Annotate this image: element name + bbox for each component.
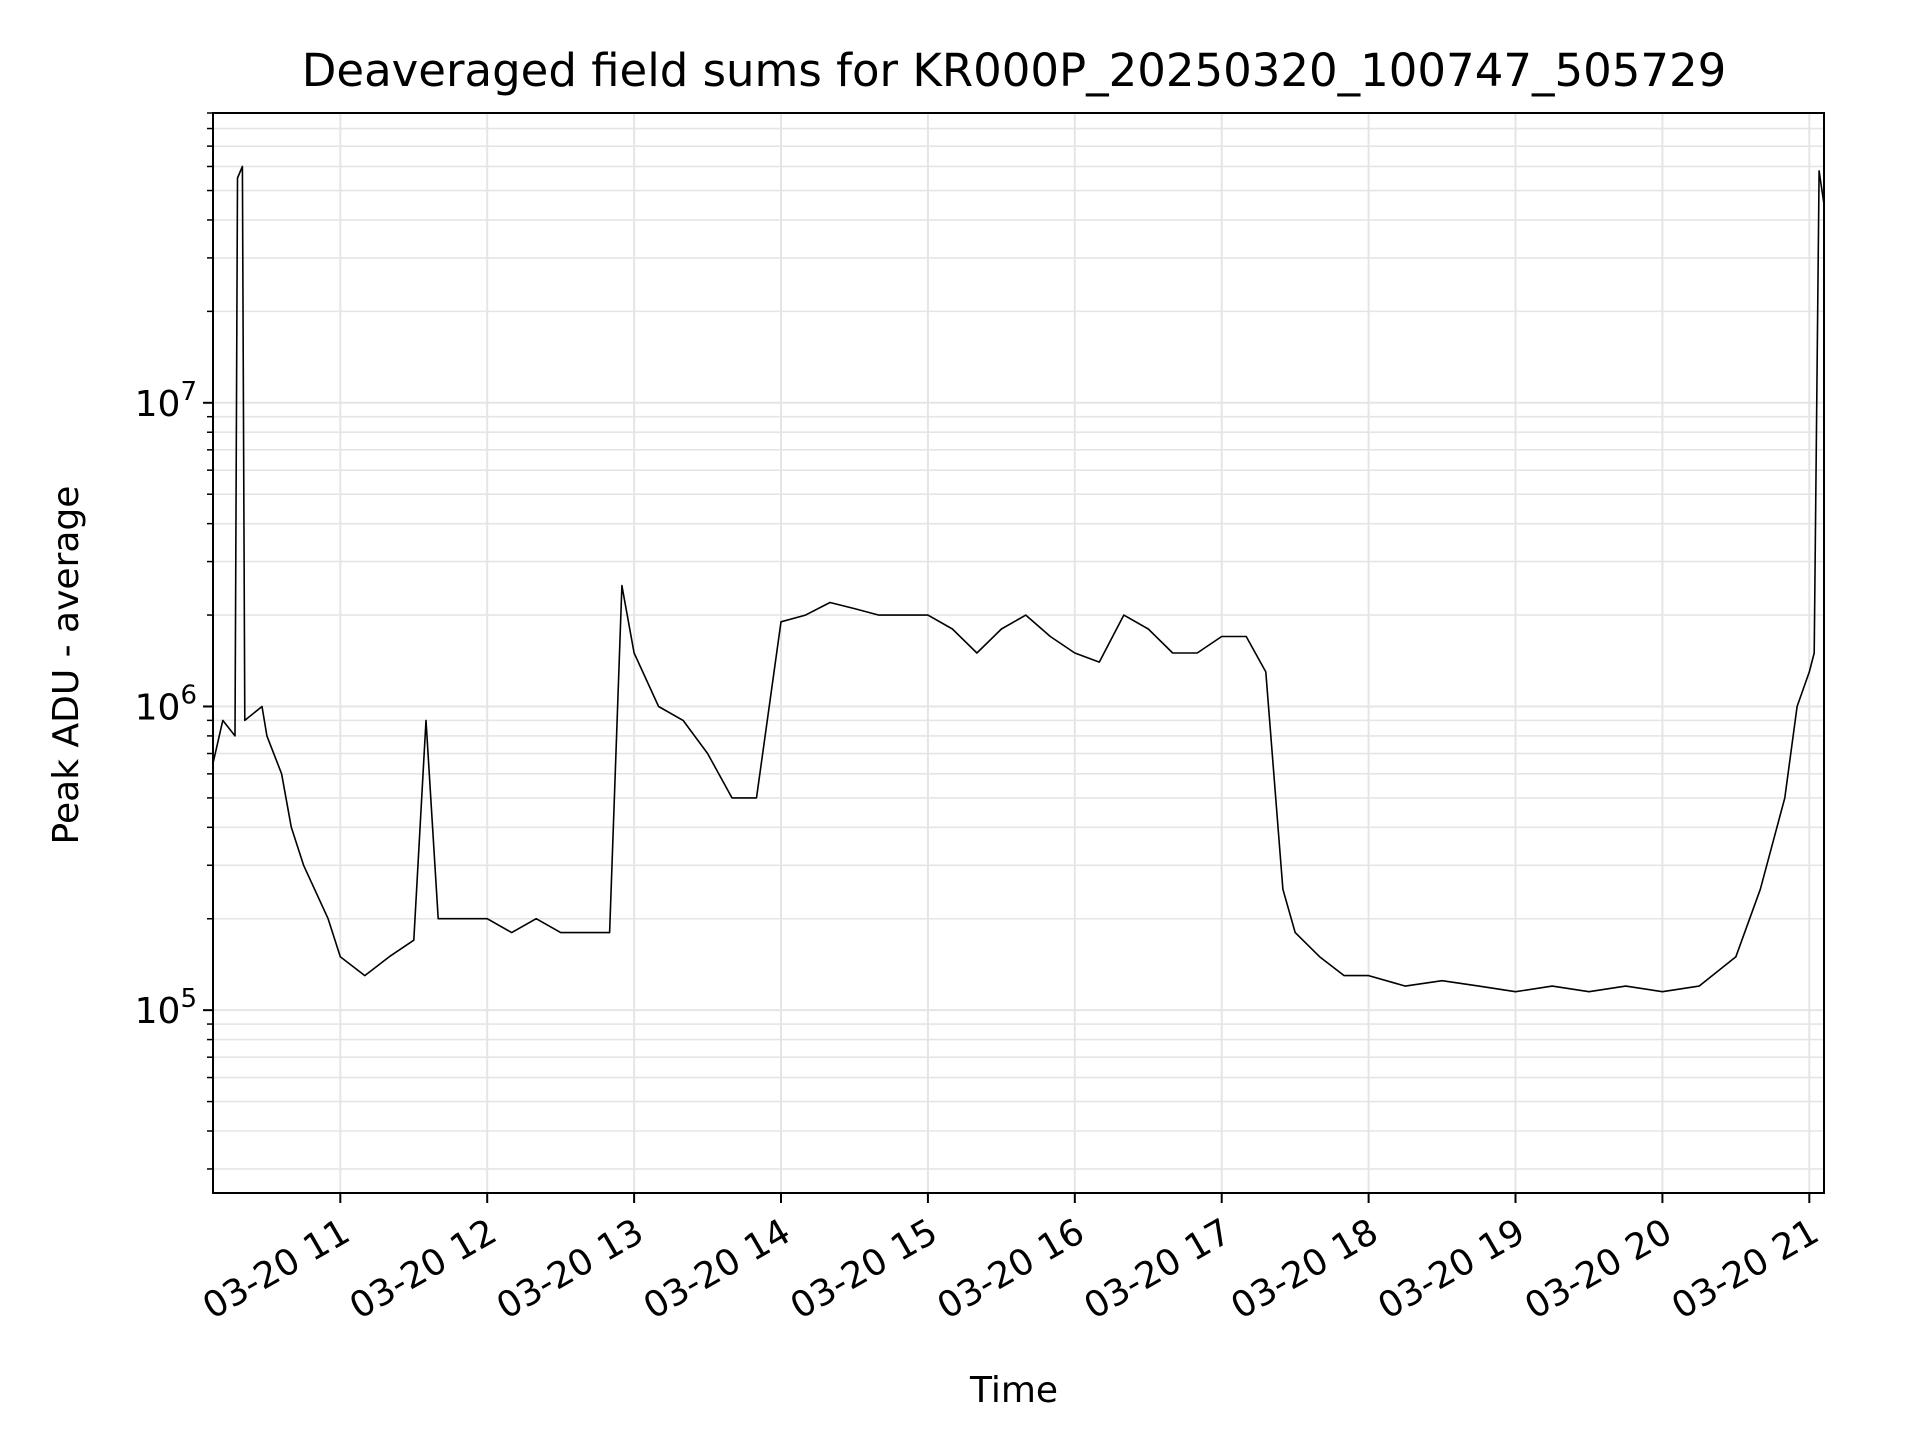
y-tick-label: 105 xyxy=(135,984,197,1032)
y-tick-label: 107 xyxy=(135,377,197,425)
series-line xyxy=(212,165,1825,993)
y-axis-label: Peak ADU - average xyxy=(46,486,87,845)
plot-area-frame xyxy=(212,112,1825,1194)
x-axis-label: Time xyxy=(969,1370,1058,1411)
chart-title: Deaveraged field sums for KR000P_2025032… xyxy=(302,44,1726,97)
series-layer xyxy=(212,165,1825,993)
y-tick-label: 106 xyxy=(135,680,197,728)
